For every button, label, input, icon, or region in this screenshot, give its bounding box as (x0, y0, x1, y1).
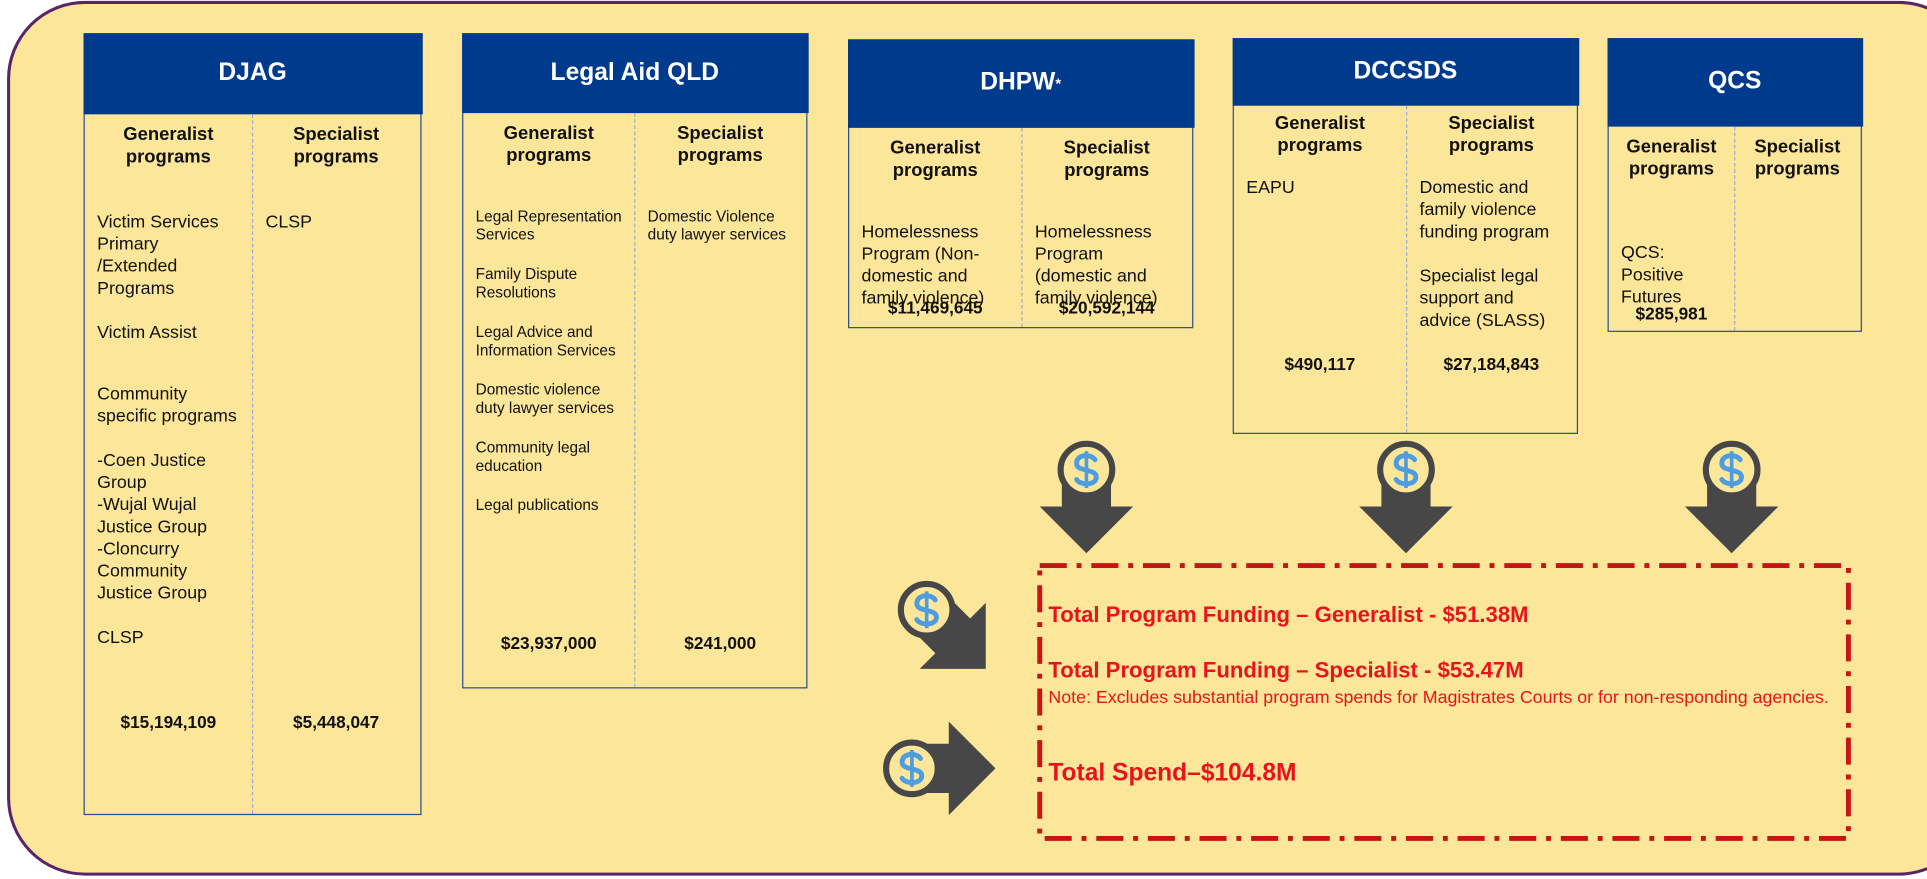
program-total: $20,592,144 (1058, 296, 1155, 317)
summary-total: Total Spend–$104.8M (1048, 759, 1297, 787)
program-item: CLSP (265, 212, 313, 232)
column-header: Generalist programs (123, 123, 214, 167)
generalist-column: Generalist programs Legal Representation … (463, 112, 636, 688)
generalist-column: Generalist programs Homelessness Program … (849, 127, 1023, 328)
agency-mark: * (1055, 74, 1062, 92)
specialist-column: Specialist programs Domestic and family v… (1407, 105, 1575, 433)
specialist-column: Specialist programs (1735, 126, 1859, 331)
arrows (883, 440, 1779, 816)
summary-specialist: Total Program Funding – Specialist - $53… (1048, 657, 1524, 683)
program-total: $11,469,645 (887, 296, 983, 317)
arrow-shape (911, 721, 996, 816)
program-list: Domestic and family violence funding pro… (1419, 176, 1563, 331)
program-item: CLSP (97, 627, 144, 648)
dollar-icon (1074, 451, 1099, 489)
program-list: CLSP (265, 211, 406, 233)
dollar-icon (1719, 451, 1744, 489)
generalist-column: Generalist programs QCS: Positive Futures… (1609, 126, 1736, 331)
arrow-shape (1039, 469, 1134, 554)
program-total: $241,000 (684, 632, 757, 653)
program-item: Community specific programs (97, 384, 237, 426)
program-item: Victim Assist (97, 322, 197, 343)
arrow-shape (1359, 469, 1453, 554)
program-item: Domestic violence duty lawyer services (475, 380, 614, 417)
funding-arrow (1039, 440, 1134, 554)
agency-title: DCCSDS (1232, 37, 1579, 106)
program-item: EAPU (1246, 177, 1295, 198)
dollar-icon (914, 591, 939, 629)
agency-title: DJAG (82, 32, 423, 114)
program-list: Victim Services Primary /Extended Progra… (97, 211, 240, 649)
program-item: Domestic and family violence funding pro… (1419, 177, 1550, 242)
summary-note: Note: Excludes substantial program spend… (1048, 688, 1829, 709)
program-item: Family Dispute Resolutions (475, 264, 578, 302)
funding-arrow (897, 580, 986, 669)
column-header: Specialist programs (677, 122, 764, 166)
agency-box: DCCSDS Generalist programs EAPU $490,117 Spe… (1232, 37, 1579, 434)
summary-generalist: Total Program Funding – Generalist - $51… (1048, 602, 1529, 627)
agency-box: DJAG Generalist programs Victim Services P… (82, 32, 423, 816)
dollar-icon (1393, 451, 1419, 489)
program-item: Homelessness Program (Non-domestic and f… (861, 221, 985, 308)
arrow-shape (1684, 469, 1779, 554)
agency-box: DHPW * Generalist programs Homelessness Pro… (847, 38, 1194, 329)
program-total: $27,184,843 (1443, 353, 1540, 374)
program-list: Legal Representation Services Family Disp… (476, 207, 622, 515)
specialist-column: Specialist programs Domestic Violence dut… (635, 112, 805, 687)
agency-name: QCS (1708, 67, 1762, 95)
dollar-icon (899, 749, 925, 787)
program-item: -Coen Justice Group -Wujal Wujal Justice… (97, 450, 208, 604)
program-item: Specialist legal support and advice (SLA… (1419, 266, 1546, 331)
program-list: Domestic Violence duty lawyer services (648, 207, 793, 245)
specialist-column: Specialist programs CLSP $5,448,047 (253, 114, 419, 814)
agency-name: DHPW (980, 68, 1056, 96)
agency-title: QCS (1606, 37, 1863, 127)
column-header: Generalist programs (503, 122, 594, 166)
specialist-column: Specialist programs Homelessness Program … (1023, 127, 1191, 327)
program-item: Legal publications (475, 496, 599, 514)
column-header: Specialist programs (1063, 137, 1150, 181)
funding-arrow (1684, 440, 1779, 554)
summary-box (1037, 563, 1851, 841)
program-total: $15,194,109 (120, 711, 217, 731)
program-total: $490,117 (1284, 353, 1356, 374)
program-item: Homelessness Program (domestic and famil… (1034, 221, 1158, 308)
program-list: Homelessness Program (Non-domestic and f… (862, 221, 1009, 310)
program-item: Victim Services Primary /Extended Progra… (97, 212, 219, 299)
program-list: EAPU (1246, 176, 1393, 198)
column-header: Specialist programs (1754, 135, 1841, 179)
generalist-column: Generalist programs EAPU $490,117 (1234, 105, 1408, 433)
program-total: $285,981 (1635, 303, 1708, 323)
column-header: Generalist programs (890, 137, 981, 181)
agency-title: Legal Aid QLD (461, 32, 809, 113)
agency-title: DHPW * (847, 38, 1194, 128)
column-header: Specialist programs (293, 123, 380, 167)
agency-name: Legal Aid QLD (550, 58, 719, 86)
column-header: Generalist programs (1274, 112, 1366, 156)
agency-name: DJAG (218, 59, 287, 87)
column-header: Specialist programs (1448, 112, 1535, 156)
agency-box: Legal Aid QLD Generalist programs Legal Re… (461, 32, 809, 689)
program-item: Legal Advice and Information Services (475, 322, 616, 359)
program-total: $23,937,000 (500, 632, 597, 653)
background-panel (7, 0, 1927, 876)
program-item: Domestic Violence duty lawyer services (647, 207, 787, 244)
program-list: Homelessness Program (domestic and famil… (1035, 221, 1179, 310)
program-item: Legal Representation Services (475, 207, 622, 244)
agency-box: QCS Generalist programs QCS: Positive Futu… (1606, 37, 1863, 332)
generalist-column: Generalist programs Victim Services Prima… (85, 113, 254, 814)
funding-arrow (1359, 440, 1453, 554)
program-item: Community legal education (475, 438, 591, 475)
program-item: QCS: Positive Futures (1621, 242, 1684, 307)
program-list: QCS: Positive Futures (1621, 242, 1722, 308)
agency-name: DCCSDS (1353, 57, 1458, 85)
column-header: Generalist programs (1626, 135, 1717, 179)
program-total: $5,448,047 (293, 711, 380, 731)
funding-arrow (883, 721, 996, 816)
